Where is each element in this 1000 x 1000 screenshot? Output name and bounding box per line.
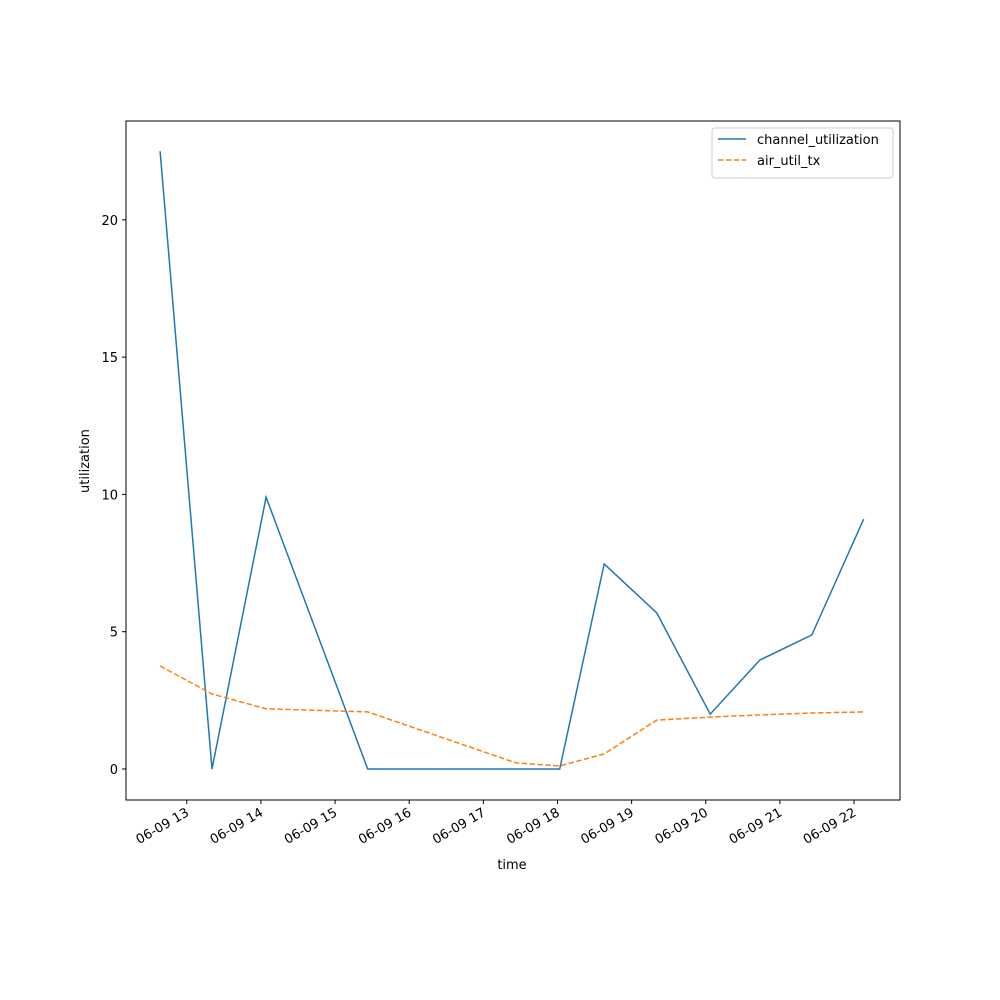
y-tick-label: 0 bbox=[110, 763, 118, 778]
y-tick-label: 20 bbox=[101, 214, 118, 229]
legend-box bbox=[711, 127, 894, 179]
data-line bbox=[159, 151, 865, 770]
x-tick-label: 06-09 20 bbox=[653, 805, 711, 847]
x-tick-label: 06-09 21 bbox=[727, 805, 785, 847]
x-tick-label: 06-09 13 bbox=[134, 805, 192, 847]
x-tick-label: 06-09 14 bbox=[208, 805, 266, 847]
plot-frame bbox=[125, 120, 901, 801]
y-tick-label: 10 bbox=[101, 488, 118, 503]
y-tick-label: 5 bbox=[110, 626, 118, 641]
x-tick-label: 06-09 19 bbox=[578, 805, 636, 847]
x-axis-label: time bbox=[497, 858, 526, 873]
y-tick-label: 15 bbox=[101, 351, 118, 366]
x-tick-label: 06-09 17 bbox=[430, 805, 488, 847]
legend-label: air_util_tx bbox=[757, 154, 821, 169]
x-tick-label: 06-09 22 bbox=[801, 805, 859, 847]
y-axis-label: utilization bbox=[78, 429, 93, 493]
x-tick-label: 06-09 18 bbox=[504, 805, 562, 847]
legend-label: channel_utilization bbox=[757, 133, 879, 148]
x-tick-label: 06-09 16 bbox=[356, 805, 414, 847]
x-tick-label: 06-09 15 bbox=[282, 805, 340, 847]
data-line bbox=[159, 665, 864, 767]
